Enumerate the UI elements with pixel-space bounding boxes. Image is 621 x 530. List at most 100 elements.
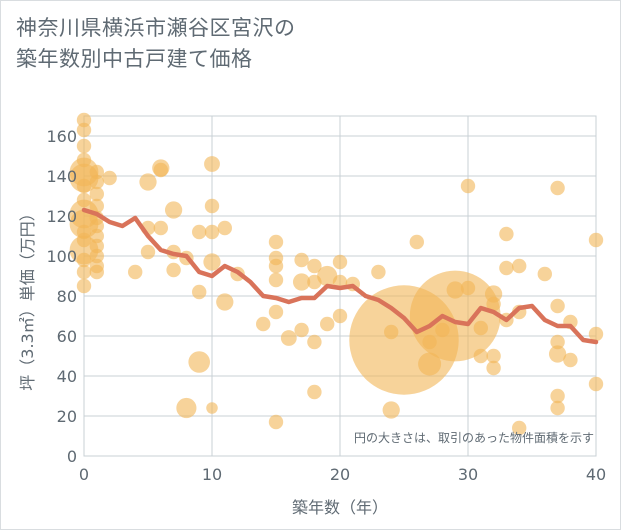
y-axis-label: 坪（3.3㎡）単価（万円） bbox=[18, 205, 37, 390]
bubble-point bbox=[256, 316, 271, 332]
bubble-point bbox=[192, 284, 207, 300]
bubble-size-note: 円の大きさは、取引のあった物件面積を示す bbox=[354, 430, 594, 445]
bubble-point bbox=[460, 280, 476, 296]
bubble-point bbox=[268, 234, 284, 250]
bubble-point bbox=[204, 198, 220, 214]
bubble-point bbox=[499, 260, 514, 276]
x-tick-label: 40 bbox=[586, 465, 606, 484]
y-tick-label: 20 bbox=[57, 407, 77, 426]
y-tick-label: 0 bbox=[67, 447, 77, 466]
bubble-point bbox=[550, 298, 565, 314]
bubble-point bbox=[206, 402, 218, 414]
bubble-point bbox=[89, 248, 105, 264]
bubble-point bbox=[409, 234, 424, 250]
bubble-point bbox=[89, 174, 105, 190]
bubble-point bbox=[89, 186, 105, 202]
bubble-point bbox=[140, 244, 156, 260]
bubble-point bbox=[550, 180, 565, 196]
bubble-point bbox=[486, 360, 501, 376]
bubble-point bbox=[216, 293, 234, 311]
y-tick-label: 140 bbox=[46, 167, 77, 186]
bubble-point bbox=[204, 224, 220, 240]
bubble-point bbox=[588, 326, 604, 342]
bubble-point bbox=[382, 401, 400, 419]
bubble-point bbox=[192, 224, 207, 240]
chart-title-line1: 神奈川県横浜市瀬谷区宮沢の bbox=[16, 16, 296, 40]
y-tick-label: 40 bbox=[57, 367, 77, 386]
bubble-point bbox=[176, 397, 197, 419]
bubble-point bbox=[76, 252, 92, 268]
chart-title-line2: 築年数別中古戸建て価格 bbox=[16, 47, 253, 71]
bubble-point bbox=[588, 232, 604, 248]
bubble-point bbox=[128, 264, 143, 280]
bubble-point bbox=[89, 228, 105, 244]
bubble-point bbox=[317, 265, 338, 287]
bubble-point bbox=[307, 384, 322, 400]
bubble-point bbox=[268, 304, 284, 320]
y-tick-label: 100 bbox=[46, 247, 77, 266]
bubble-point bbox=[76, 178, 92, 194]
bubble-point bbox=[550, 388, 565, 404]
bubble-point bbox=[166, 262, 181, 278]
bubble-point bbox=[460, 178, 476, 194]
bubble-point bbox=[320, 316, 335, 332]
bubble-point bbox=[89, 164, 105, 180]
bubble-point bbox=[268, 414, 284, 430]
bubble-point bbox=[203, 253, 221, 271]
bubble-point bbox=[512, 258, 527, 274]
bubble-point bbox=[76, 138, 92, 154]
bubble-point bbox=[294, 322, 309, 338]
bubble-point bbox=[512, 420, 527, 436]
bubble-point bbox=[89, 238, 105, 254]
bubble-point bbox=[76, 122, 92, 138]
bubble-point bbox=[499, 226, 514, 242]
bubble-point bbox=[548, 345, 567, 363]
bubble-point bbox=[307, 258, 322, 274]
bubble-layer bbox=[69, 112, 604, 436]
y-tick-label: 160 bbox=[46, 127, 77, 146]
bubble-point bbox=[76, 264, 92, 280]
bubble-point bbox=[371, 264, 386, 280]
bubble-point bbox=[486, 296, 501, 312]
bubble-point bbox=[550, 400, 565, 416]
bubble-point bbox=[307, 334, 322, 350]
x-tick-label: 30 bbox=[458, 465, 478, 484]
bubble-point bbox=[89, 218, 105, 234]
bubble-point bbox=[292, 273, 311, 291]
bubble-point bbox=[89, 264, 105, 280]
bubble-point bbox=[332, 308, 348, 324]
chart-title: 神奈川県横浜市瀬谷区宮沢の 築年数別中古戸建て価格 bbox=[16, 13, 296, 75]
bubble-point bbox=[102, 170, 117, 186]
average-price-line bbox=[81, 207, 599, 345]
bubble-point bbox=[537, 266, 552, 282]
bubble-point bbox=[76, 278, 92, 294]
bubble-point bbox=[89, 198, 105, 214]
bubble-point bbox=[486, 348, 501, 364]
bubble-point bbox=[153, 162, 168, 178]
bubble-point bbox=[164, 201, 183, 219]
x-tick-label: 0 bbox=[79, 465, 89, 484]
x-axis-label: 築年数（年） bbox=[292, 498, 388, 517]
bubble-point bbox=[188, 351, 210, 373]
bubble-point bbox=[153, 220, 168, 236]
bubble-point bbox=[473, 320, 488, 336]
y-tick-label: 120 bbox=[46, 207, 77, 226]
bubble-point bbox=[268, 258, 284, 274]
y-tick-label: 80 bbox=[57, 287, 77, 306]
bubble-point bbox=[409, 270, 501, 362]
x-tick-label: 10 bbox=[202, 465, 222, 484]
bubble-point bbox=[294, 252, 309, 268]
bubble-point bbox=[563, 352, 578, 368]
axes: 0 20 40 60 80 100 120 140 160 0 10 20 30 40 bbox=[46, 127, 606, 484]
bubble-point bbox=[550, 334, 565, 350]
bubble-point bbox=[332, 254, 348, 270]
bubble-point bbox=[139, 173, 157, 191]
bubble-point bbox=[204, 156, 220, 172]
bubble-point bbox=[268, 272, 284, 288]
x-tick-label: 20 bbox=[330, 465, 350, 484]
bubble-point bbox=[418, 352, 442, 376]
bubble-point bbox=[473, 348, 488, 364]
y-tick-label: 60 bbox=[57, 327, 77, 346]
bubble-point bbox=[588, 376, 604, 392]
